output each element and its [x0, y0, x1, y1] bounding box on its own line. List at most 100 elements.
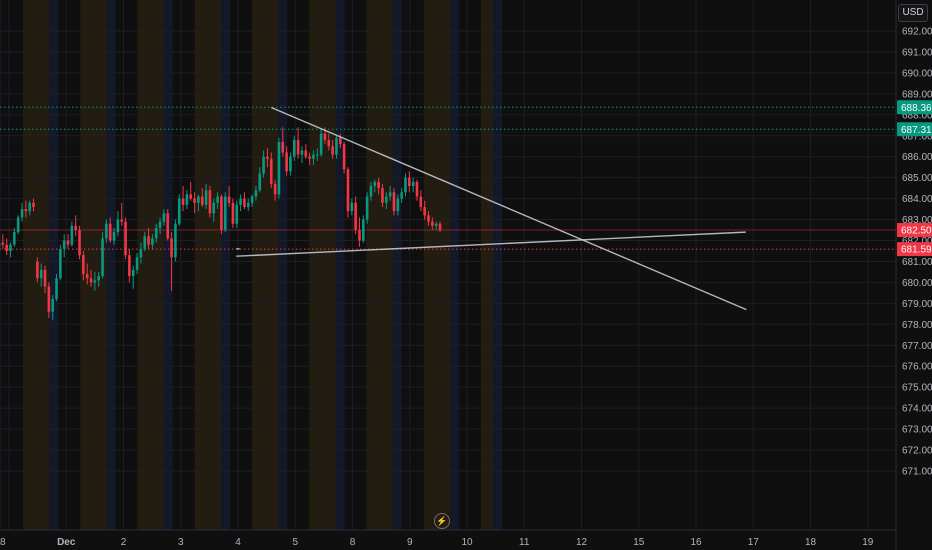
candle[interactable] [258, 167, 262, 193]
candle[interactable] [16, 215, 20, 235]
drawing-tools[interactable] [236, 106, 747, 311]
candle[interactable] [385, 192, 388, 210]
candle[interactable] [55, 274, 58, 302]
candle[interactable] [266, 148, 269, 168]
candle[interactable] [346, 167, 350, 218]
candle[interactable] [289, 152, 292, 176]
candle[interactable] [369, 181, 373, 201]
candle[interactable] [116, 211, 120, 237]
candle[interactable] [212, 198, 216, 222]
candle[interactable] [43, 265, 47, 293]
candle[interactable] [128, 248, 131, 283]
candle[interactable] [285, 146, 288, 176]
candle[interactable] [388, 186, 392, 201]
candle[interactable] [281, 127, 285, 157]
candle[interactable] [411, 177, 415, 193]
candle[interactable] [74, 215, 77, 237]
candle[interactable] [438, 221, 442, 233]
candle[interactable] [315, 148, 319, 161]
currency-button[interactable]: USD [898, 4, 928, 22]
candle[interactable] [120, 202, 124, 226]
candle[interactable] [312, 150, 315, 166]
candle[interactable] [135, 253, 139, 275]
candle[interactable] [174, 219, 177, 262]
candle[interactable] [93, 271, 97, 291]
candle[interactable] [223, 192, 227, 233]
candle[interactable] [32, 198, 35, 212]
candle[interactable] [396, 194, 400, 216]
lightning-icon[interactable]: ⚡ [434, 513, 450, 529]
candle[interactable] [220, 194, 223, 235]
candle[interactable] [423, 200, 426, 220]
candle[interactable] [354, 196, 357, 235]
candle[interactable] [170, 232, 173, 291]
candle[interactable] [143, 232, 147, 251]
candle[interactable] [362, 215, 365, 243]
candle[interactable] [105, 219, 108, 243]
candle[interactable] [269, 152, 273, 189]
candle[interactable] [28, 200, 31, 216]
time-axis[interactable]: 8 Dec 2 3 4 5 8 9 10 11 12 15 16 17 18 19 [0, 537, 874, 548]
candle[interactable] [277, 137, 281, 199]
candle[interactable] [124, 217, 127, 260]
candle[interactable] [189, 181, 193, 201]
candle[interactable] [331, 139, 334, 159]
candle[interactable] [162, 209, 166, 226]
candle[interactable] [20, 202, 24, 222]
candle[interactable] [292, 135, 296, 161]
candle[interactable] [112, 227, 116, 245]
candle[interactable] [216, 192, 219, 210]
candle[interactable] [158, 217, 162, 235]
candle[interactable] [13, 227, 16, 247]
candle[interactable] [250, 194, 254, 207]
descending-trendline[interactable] [270, 106, 747, 311]
candle[interactable] [308, 152, 311, 166]
candle[interactable] [47, 282, 51, 319]
candle[interactable] [66, 234, 70, 249]
candle[interactable] [358, 217, 361, 247]
candle[interactable] [304, 144, 308, 159]
candle[interactable] [1, 234, 5, 249]
candle[interactable] [404, 173, 407, 197]
candle[interactable] [147, 227, 150, 249]
candle[interactable] [254, 186, 258, 201]
candle[interactable] [200, 188, 204, 207]
candle[interactable] [350, 198, 354, 216]
candle[interactable] [101, 232, 104, 279]
candle[interactable] [139, 242, 143, 264]
candle[interactable] [177, 194, 181, 226]
candle[interactable] [24, 200, 28, 218]
price-axis[interactable]: 692.00 691.00 690.00 689.00 688.00 687.00 686.… [902, 27, 932, 478]
ascending-trendline[interactable] [236, 231, 746, 257]
candle[interactable] [300, 146, 304, 163]
candle[interactable] [59, 244, 62, 281]
candle[interactable] [5, 238, 8, 256]
candle[interactable] [82, 250, 85, 281]
candle[interactable] [408, 171, 411, 193]
candle[interactable] [227, 186, 231, 207]
candle[interactable] [419, 190, 423, 212]
candle[interactable] [197, 194, 200, 212]
candle[interactable] [204, 183, 208, 210]
candle[interactable] [434, 221, 438, 231]
candle[interactable] [181, 186, 185, 212]
candle[interactable] [231, 198, 235, 228]
candle[interactable] [427, 211, 430, 226]
candle[interactable] [319, 129, 323, 157]
candle[interactable] [89, 269, 93, 287]
candle[interactable] [185, 190, 189, 210]
candle[interactable] [327, 133, 331, 151]
candle[interactable] [85, 263, 89, 285]
candle[interactable] [373, 179, 377, 193]
candle[interactable] [392, 188, 396, 216]
candle[interactable] [9, 242, 12, 258]
candle[interactable] [381, 183, 384, 207]
candle[interactable] [239, 194, 242, 212]
candle[interactable] [39, 263, 43, 287]
candle[interactable] [154, 223, 158, 243]
candle[interactable] [97, 271, 101, 287]
candle[interactable] [166, 209, 170, 241]
candle[interactable] [36, 257, 39, 283]
candle[interactable] [78, 225, 81, 260]
